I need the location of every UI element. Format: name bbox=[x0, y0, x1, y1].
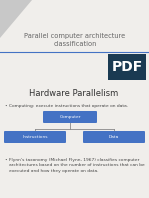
Text: Instructions: Instructions bbox=[22, 135, 48, 139]
FancyBboxPatch shape bbox=[4, 131, 66, 143]
FancyBboxPatch shape bbox=[43, 111, 97, 123]
Text: PDF: PDF bbox=[111, 60, 143, 74]
Text: • Flynn's taxonomy (Michael Flynn, 1967) classifies computer
   architectures ba: • Flynn's taxonomy (Michael Flynn, 1967)… bbox=[5, 158, 145, 173]
FancyBboxPatch shape bbox=[83, 131, 145, 143]
Text: Parallel computer architecture
classification: Parallel computer architecture classific… bbox=[24, 33, 126, 47]
Text: Data: Data bbox=[109, 135, 119, 139]
Text: Computer: Computer bbox=[59, 115, 81, 119]
Text: Hardware Parallelism: Hardware Parallelism bbox=[29, 89, 119, 97]
Polygon shape bbox=[0, 0, 32, 38]
Text: • Computing: execute instructions that operate on data.: • Computing: execute instructions that o… bbox=[5, 104, 128, 108]
FancyBboxPatch shape bbox=[108, 54, 146, 80]
